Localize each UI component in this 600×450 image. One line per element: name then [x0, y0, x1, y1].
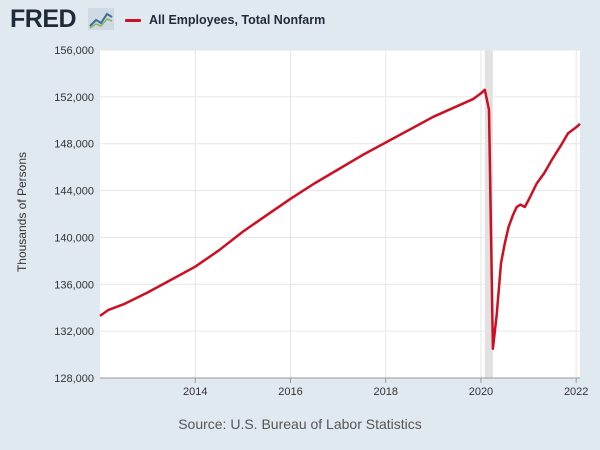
legend-label: All Employees, Total Nonfarm: [149, 13, 326, 27]
y-tick-label: 156,000: [54, 45, 94, 57]
legend[interactable]: All Employees, Total Nonfarm: [125, 10, 325, 30]
header: FRED All Employees, Total Nonfarm: [0, 0, 600, 40]
source-note: Source: U.S. Bureau of Labor Statistics: [178, 416, 422, 432]
x-tick-label: 2020: [469, 386, 493, 398]
x-tick-label: 2018: [373, 386, 397, 398]
fred-logo[interactable]: FRED: [10, 5, 77, 33]
y-tick-label: 140,000: [54, 232, 94, 244]
y-tick-label: 128,000: [54, 373, 94, 385]
plot-area: [100, 50, 580, 378]
y-tick-label: 136,000: [54, 279, 94, 291]
y-tick-label: 144,000: [54, 186, 94, 198]
fred-logo-chart-icon: [88, 8, 114, 30]
recession-shading: [484, 50, 493, 378]
legend-swatch: [125, 18, 141, 22]
y-tick-label: 152,000: [54, 92, 94, 104]
x-tick-label: 2016: [278, 386, 302, 398]
x-tick-label: 2014: [183, 386, 207, 398]
x-tick-label: 2022: [564, 386, 588, 398]
y-tick-label: 148,000: [54, 139, 94, 151]
series-line-total-nonfarm[interactable]: [99, 88, 581, 350]
y-tick-label: 132,000: [54, 326, 94, 338]
